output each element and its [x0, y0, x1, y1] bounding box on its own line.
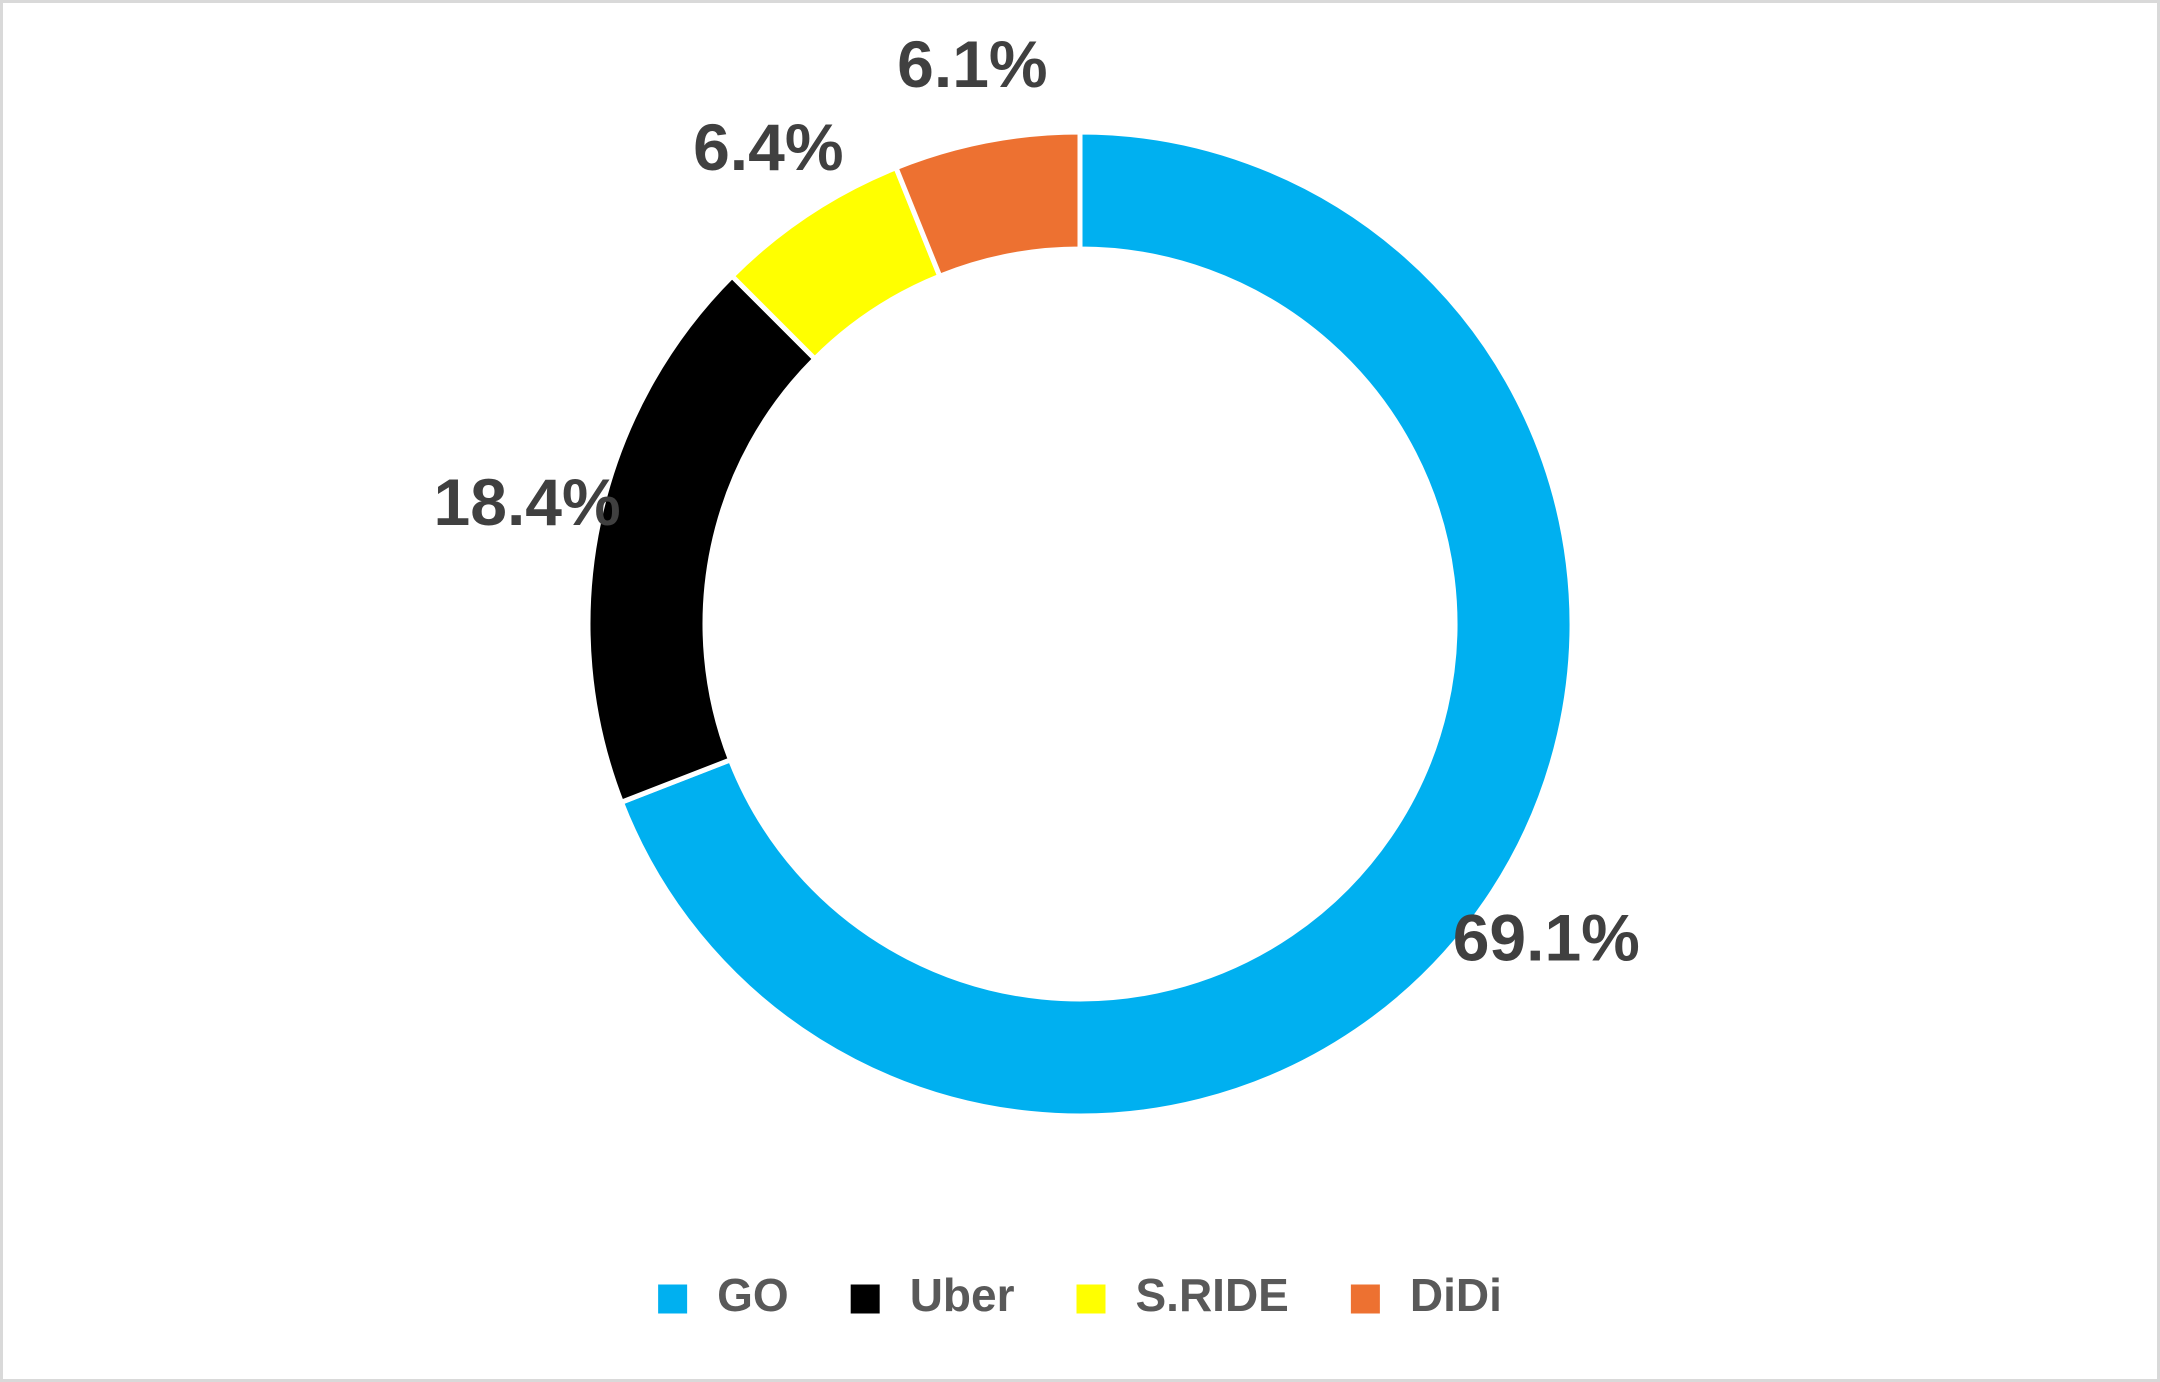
- legend-label: GO: [717, 1269, 789, 1321]
- value-label: 6.4%: [693, 110, 843, 184]
- slices: [585, 129, 1575, 1119]
- legend-swatch: [658, 1284, 688, 1314]
- legend-label: Uber: [910, 1269, 1015, 1321]
- value-label: 69.1%: [1453, 900, 1640, 974]
- legend-swatch: [1350, 1284, 1380, 1314]
- legend-swatch: [1076, 1284, 1106, 1314]
- value-label: 6.1%: [897, 27, 1047, 101]
- donut-slice: [892, 129, 1083, 280]
- legend-swatch: [850, 1284, 880, 1314]
- legend: GO Uber S.RIDE DiDi: [658, 1269, 1502, 1321]
- value-labels: 69.1% 18.4% 6.4% 6.1%: [434, 27, 1640, 975]
- legend-label: DiDi: [1410, 1269, 1502, 1321]
- legend-label: S.RIDE: [1136, 1269, 1289, 1321]
- donut-slice: [618, 129, 1575, 1119]
- value-label: 18.4%: [434, 465, 621, 539]
